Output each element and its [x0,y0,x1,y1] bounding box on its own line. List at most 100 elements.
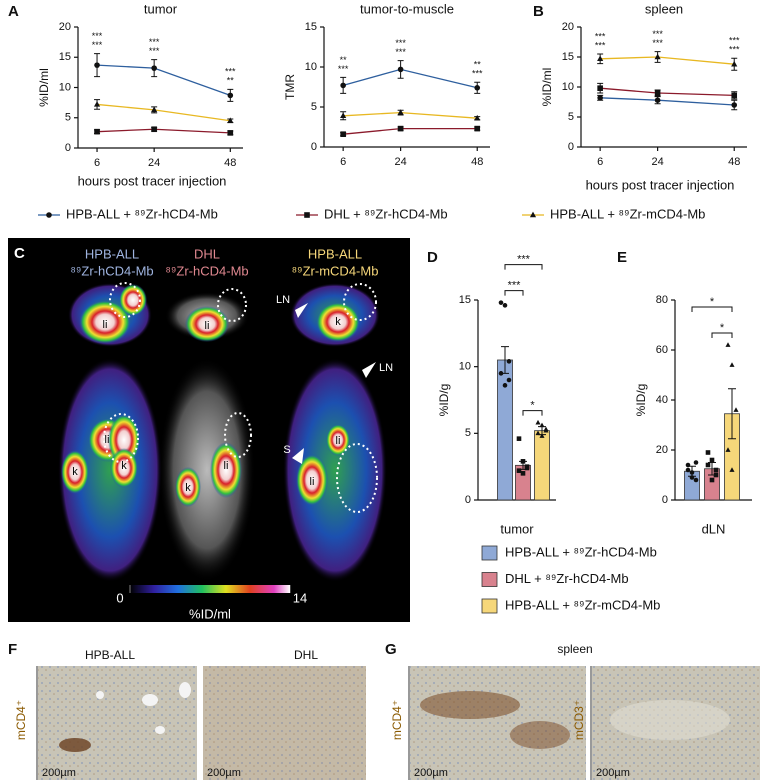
marker [94,128,100,135]
marker [506,359,512,364]
series-line [97,64,231,96]
y-tick-label: 10 [305,61,317,73]
colorbar-tick: 14 [293,590,307,605]
legend-swatch [481,572,498,587]
significance-bracket [691,306,733,312]
organ-label: li [336,435,341,447]
x-tick-label: 48 [728,156,740,168]
legend-label: HPB-ALL + ⁸⁹Zr-mCD4-Mb [550,206,705,221]
marker [151,65,157,71]
organ-label: LN [276,294,290,306]
y-tick-label: 5 [311,101,317,113]
y-tick-label: 0 [568,141,574,153]
y-tick-label: 80 [656,294,668,306]
marker [597,85,603,91]
y-tick-label: 20 [562,21,574,33]
scale-bar: 200µm [207,767,241,779]
marker [304,212,310,218]
organ-label: li [105,434,110,446]
marker [227,92,234,99]
marker [709,457,715,463]
x-tick-label: 24 [394,156,406,168]
series-line [343,127,478,135]
series-line [97,128,231,134]
organ-label: li [224,460,229,472]
marker [151,106,158,113]
significance: ** [474,60,482,70]
marker [597,55,604,62]
significance: *** [395,47,406,57]
marker [729,362,735,367]
significance-bracket [504,290,524,296]
marker [539,433,545,438]
significance: *** [149,46,160,56]
marker [685,467,691,473]
error-bar [728,388,736,440]
y-tick-label: 60 [656,344,668,356]
y-axis-label: %ID/ml [37,68,51,107]
panel-label: E [617,249,627,266]
significance: *** [652,29,663,39]
series-line [343,111,478,119]
x-tick-label: 6 [94,157,100,169]
organ-label: k [335,316,341,328]
x-tick-label: 24 [651,156,663,168]
significance: *** [225,67,236,77]
column-title: DHL [194,246,220,261]
stain-label: mCD4⁺ [14,700,28,740]
y-tick-label: 0 [662,494,668,506]
column-title: HPB-ALL [85,246,139,261]
legend-label: DHL + ⁸⁹Zr-hCD4-Mb [505,571,629,586]
marker [539,422,545,428]
significance: *** [595,40,606,50]
significance-bracket [711,332,733,338]
stain-label: mCD4⁺ [390,700,404,740]
y-tick-label: 20 [656,444,668,456]
marker [474,85,481,91]
marker [151,126,157,133]
marker [516,436,522,441]
y-tick-label: 15 [305,21,317,33]
organ-label: li [103,319,108,331]
x-tick-label: 6 [340,156,346,168]
legend-label: HPB-ALL + ⁸⁹Zr-mCD4-Mb [505,597,660,612]
marker [474,125,481,132]
y-tick-label: 15 [59,51,71,63]
y-axis-label: %ID/g [437,384,451,417]
y-axis-label: TMR [283,74,297,100]
marker [713,472,719,478]
stain-label: mCD3⁺ [572,700,586,740]
organ-label: k [121,460,127,472]
marker [506,377,512,383]
organ-label: li [310,476,315,488]
column-title: ⁸⁹Zr-hCD4-Mb [70,263,153,278]
micrographs [36,666,760,780]
marker [397,66,404,73]
significance: *** [92,40,103,50]
column-title: ⁸⁹Zr-mCD4-Mb [292,263,379,278]
y-tick-label: 20 [59,21,71,33]
organ-label: k [280,294,286,306]
y-tick-label: 10 [59,81,71,93]
significance: *** [517,254,531,266]
panel-label: B [533,3,544,20]
significance: * [530,400,535,412]
marker [502,303,508,308]
organ-label: k [185,482,191,494]
marker [520,459,526,464]
significance-bracket [504,264,543,270]
significance: ** [340,55,348,65]
significance: *** [595,31,606,41]
marker [340,131,346,137]
chart-title: tumor [144,1,178,16]
y-axis-label: %ID/ml [540,68,554,107]
chart-title: tumor-to-muscle [360,1,454,16]
marker [689,470,695,475]
y-tick-label: 5 [568,111,574,123]
panel-label: C [14,245,25,262]
significance: *** [338,64,349,74]
scale-bar: 200µm [42,767,76,779]
marker [397,109,404,115]
marker [93,101,101,107]
y-tick-label: 0 [465,494,471,506]
